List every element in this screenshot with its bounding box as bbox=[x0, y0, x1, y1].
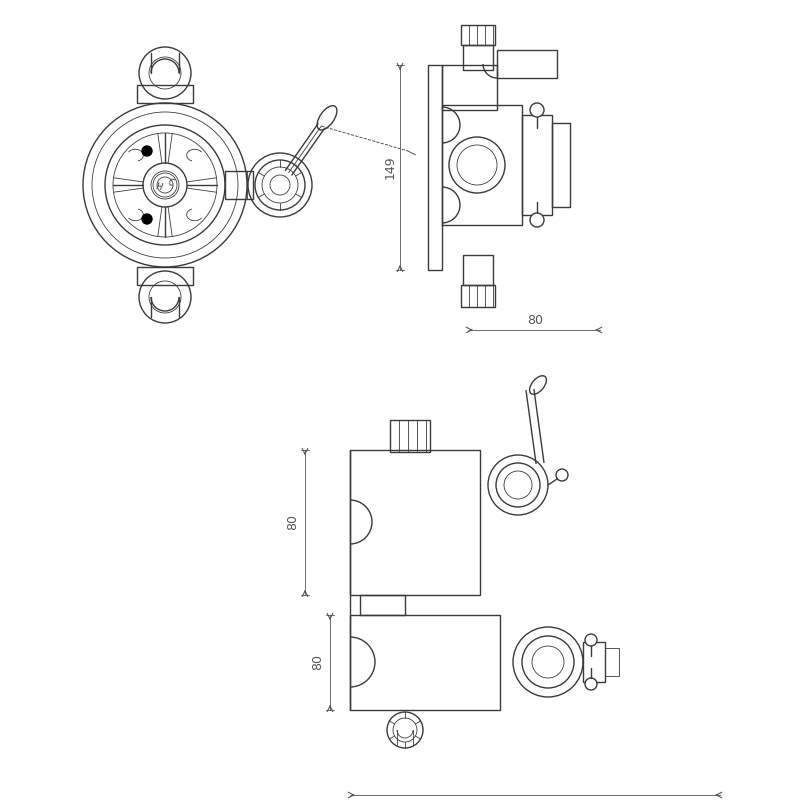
Text: 80: 80 bbox=[311, 654, 325, 670]
Bar bbox=[137, 85, 193, 103]
Bar bbox=[461, 25, 495, 45]
Circle shape bbox=[142, 146, 152, 156]
Text: 149: 149 bbox=[383, 156, 397, 179]
Circle shape bbox=[556, 469, 568, 481]
Bar bbox=[583, 642, 605, 682]
Circle shape bbox=[530, 213, 544, 227]
Bar bbox=[463, 45, 493, 70]
Bar bbox=[463, 255, 493, 285]
Text: 80: 80 bbox=[286, 514, 299, 530]
Bar bbox=[522, 115, 552, 215]
Text: 80: 80 bbox=[527, 314, 543, 326]
Text: C: C bbox=[167, 178, 174, 188]
Bar bbox=[225, 171, 253, 199]
Circle shape bbox=[142, 214, 152, 224]
Bar bbox=[442, 65, 497, 110]
Bar bbox=[350, 615, 500, 710]
Bar bbox=[390, 420, 430, 452]
Bar bbox=[461, 285, 495, 307]
Bar bbox=[442, 105, 522, 225]
Circle shape bbox=[530, 103, 544, 117]
Circle shape bbox=[585, 634, 597, 646]
Bar bbox=[360, 595, 405, 615]
Text: H: H bbox=[155, 182, 163, 192]
Bar bbox=[350, 450, 480, 595]
Bar bbox=[552, 123, 570, 207]
Bar bbox=[497, 50, 557, 78]
Bar bbox=[428, 65, 442, 270]
Bar bbox=[137, 267, 193, 285]
Circle shape bbox=[585, 678, 597, 690]
Bar bbox=[605, 648, 619, 676]
